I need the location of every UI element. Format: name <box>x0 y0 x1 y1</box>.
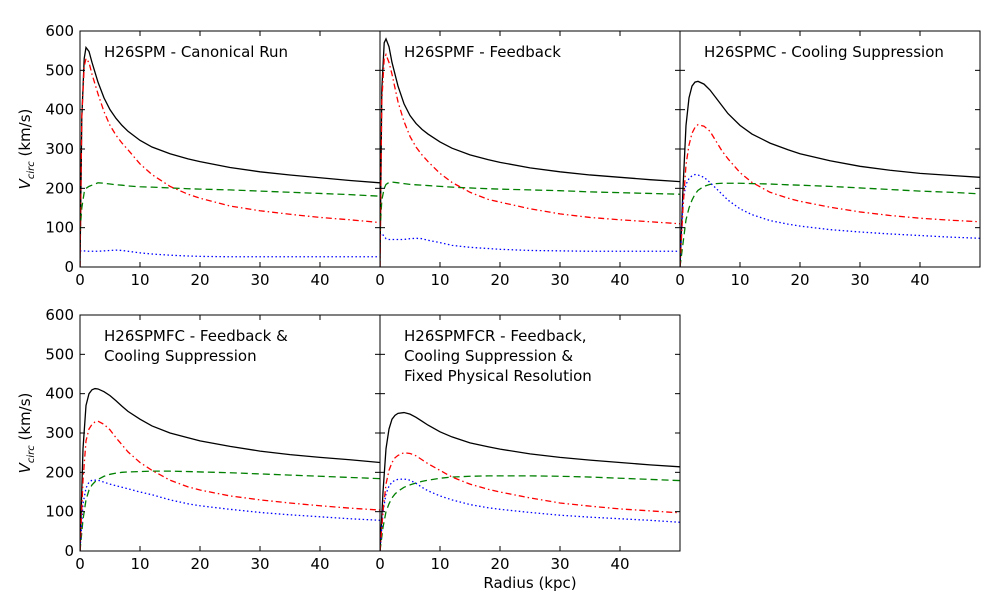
panel-h26spm-title: H26SPM - Canonical Run <box>104 43 288 61</box>
panel-h26spmc-frame <box>679 30 981 268</box>
panel-h26spm-ytick-label: 600 <box>45 22 74 40</box>
panel-h26spmf-frame <box>379 30 681 268</box>
panel-h26spm-ytick-label: 200 <box>45 179 74 197</box>
panel-h26spm-series-dark-matter <box>80 182 380 232</box>
panel-h26spm-xtick-label: 10 <box>130 271 149 289</box>
panel-h26spmfc-xtick-label: 0 <box>75 555 85 573</box>
panel-h26spmfcr-xtick-label: 30 <box>550 555 569 573</box>
panel-h26spmfc-ytick-label: 200 <box>45 463 74 481</box>
panel-h26spmfc-series-total <box>80 387 380 551</box>
panel-h26spmc-series-gas <box>680 173 980 267</box>
panel-h26spmf-series-dark-matter <box>380 181 680 232</box>
panel-h26spmc-series-dark-matter <box>680 182 980 267</box>
panel-h26spm-xtick-label: 0 <box>75 271 85 289</box>
panel-h26spmfc-series-gas <box>80 479 380 551</box>
panel-h26spmfcr-xtick-label: 40 <box>610 555 629 573</box>
panel-h26spm-series-stars <box>80 57 380 267</box>
panel-h26spmc-xtick-label: 40 <box>910 271 929 289</box>
panel-h26spmfc-title: H26SPMFC - Feedback & Cooling Suppression <box>104 327 288 365</box>
panel-h26spmf-series-total <box>380 37 680 267</box>
panel-h26spm-series-total <box>80 45 380 267</box>
panel-h26spm-ytick-label: 0 <box>64 258 74 276</box>
panel-h26spmfc-xtick-label: 20 <box>190 555 209 573</box>
panel-h26spm-xtick-label: 20 <box>190 271 209 289</box>
panel-h26spmfc-series-stars <box>80 420 380 551</box>
panel-h26spmf: 0 10 20 30 40 H26SPMF - Feedback <box>375 30 681 289</box>
panel-h26spmfcr-series-total <box>380 411 680 551</box>
panel-h26spmf-series-gas <box>380 232 680 252</box>
panel-h26spmc-xtick-label: 30 <box>850 271 869 289</box>
panel-h26spmf-xtick-label: 40 <box>610 271 629 289</box>
panel-h26spmfcr: 0 10 20 30 40 H26SPMFCR - Feedback, Cooling Su… <box>375 314 681 573</box>
panel-h26spmfc-xtick-label: 10 <box>130 555 149 573</box>
panel-h26spmfc-xtick-label: 30 <box>250 555 269 573</box>
panel-h26spmf-title: H26SPMF - Feedback <box>404 43 561 61</box>
panel-h26spm-frame <box>79 30 381 268</box>
panel-h26spmc-title: H26SPMC - Cooling Suppression <box>704 43 944 61</box>
panel-h26spmfcr-title: H26SPMFCR - Feedback, Cooling Suppression… <box>404 327 592 385</box>
panel-h26spm-ytick-label: 300 <box>45 140 74 158</box>
panel-h26spmf-xtick-label: 10 <box>430 271 449 289</box>
x-axis-label: Radius (kpc) <box>483 574 576 592</box>
panel-h26spmfc-ytick-label: 400 <box>45 385 74 403</box>
panel-h26spmc: 0 10 20 30 40 H26SPMC - Cooling Suppression <box>675 30 981 289</box>
panel-h26spm-ytick-label: 100 <box>45 219 74 237</box>
panel-h26spmfc-ytick-label: 0 <box>64 542 74 560</box>
panel-h26spmfc-series-dark-matter <box>80 470 380 551</box>
panel-h26spmc-xtick-label: 0 <box>675 271 685 289</box>
panel-h26spmc-xtick-label: 20 <box>790 271 809 289</box>
panel-h26spm-series-gas <box>80 249 380 258</box>
panel-h26spmf-series-stars <box>380 52 680 267</box>
panel-h26spmfc-ytick-label: 100 <box>45 503 74 521</box>
panel-h26spmf-xtick-label: 0 <box>375 271 385 289</box>
panel-h26spm-xtick-label: 40 <box>310 271 329 289</box>
panel-h26spmc-series-total <box>680 80 980 267</box>
panel-h26spm-ylabel: Vcirc (km/s) <box>16 109 37 190</box>
panel-h26spmf-xtick-label: 30 <box>550 271 569 289</box>
panel-h26spmfcr-xtick-label: 10 <box>430 555 449 573</box>
panel-h26spmfcr-xtick-label: 20 <box>490 555 509 573</box>
panel-h26spm-ytick-label: 500 <box>45 61 74 79</box>
panel-h26spmfc-xtick-label: 40 <box>310 555 329 573</box>
panel-h26spmc-series-stars <box>680 123 980 267</box>
panel-h26spmf-xtick-label: 20 <box>490 271 509 289</box>
panel-h26spmfc-ytick-label: 500 <box>45 345 74 363</box>
panel-h26spmfc-ylabel: Vcirc (km/s) <box>16 393 37 474</box>
panel-h26spmfcr-series-stars <box>380 452 680 551</box>
panel-h26spmfcr-series-dark-matter <box>380 475 680 551</box>
panel-h26spmfcr-xtick-label: 0 <box>375 555 385 573</box>
panel-h26spm-ytick-label: 400 <box>45 101 74 119</box>
panel-h26spm-xtick-label: 30 <box>250 271 269 289</box>
panel-h26spmfcr-series-gas <box>380 478 680 551</box>
panel-h26spmc-xtick-label: 10 <box>730 271 749 289</box>
panel-h26spmfc-ytick-label: 300 <box>45 424 74 442</box>
panel-h26spmfc-ytick-label: 600 <box>45 306 74 324</box>
